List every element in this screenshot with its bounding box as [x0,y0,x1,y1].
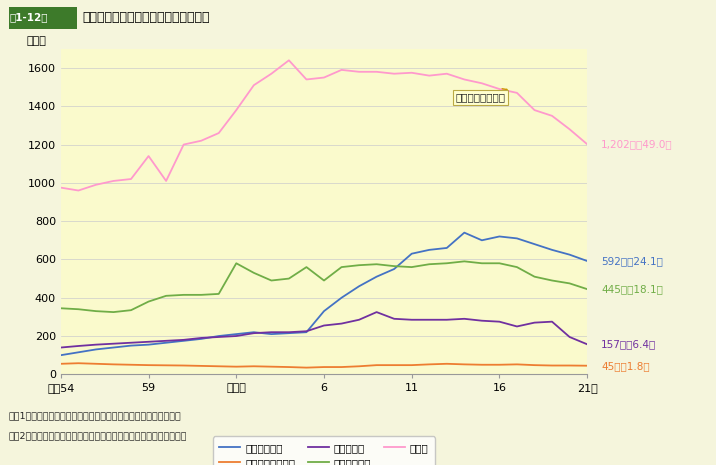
Text: 歩行者がほぼ半数: 歩行者がほぼ半数 [455,89,507,102]
Text: 2　（　）内は、高齢者の状態別死者数の構成率（％）である。: 2 （ ）内は、高齢者の状態別死者数の構成率（％）である。 [9,432,187,440]
Text: 1,202人（49.0）: 1,202人（49.0） [601,139,673,149]
Text: 注　1　警察庁資料による。ただし、「その他」は省略している。: 注 1 警察庁資料による。ただし、「その他」は省略している。 [9,412,181,420]
Text: 157人（6.4）: 157人（6.4） [601,339,657,349]
Text: 45人（1.8）: 45人（1.8） [601,361,650,371]
Text: 445人（18.1）: 445人（18.1） [601,284,663,294]
Legend: 自動車乗車中, 自動二輪車乗車中, 原付乗車中, 自転車乗用中, 歩行中: 自動車乗車中, 自動二輪車乗車中, 原付乗車中, 自転車乗用中, 歩行中 [213,437,435,465]
Text: 高齢者の状態別交通事故死者数の推移: 高齢者の状態別交通事故死者数の推移 [82,11,210,24]
Text: 第1-12図: 第1-12図 [9,13,48,23]
Text: 592人（24.1）: 592人（24.1） [601,256,663,266]
Text: （人）: （人） [26,35,47,46]
